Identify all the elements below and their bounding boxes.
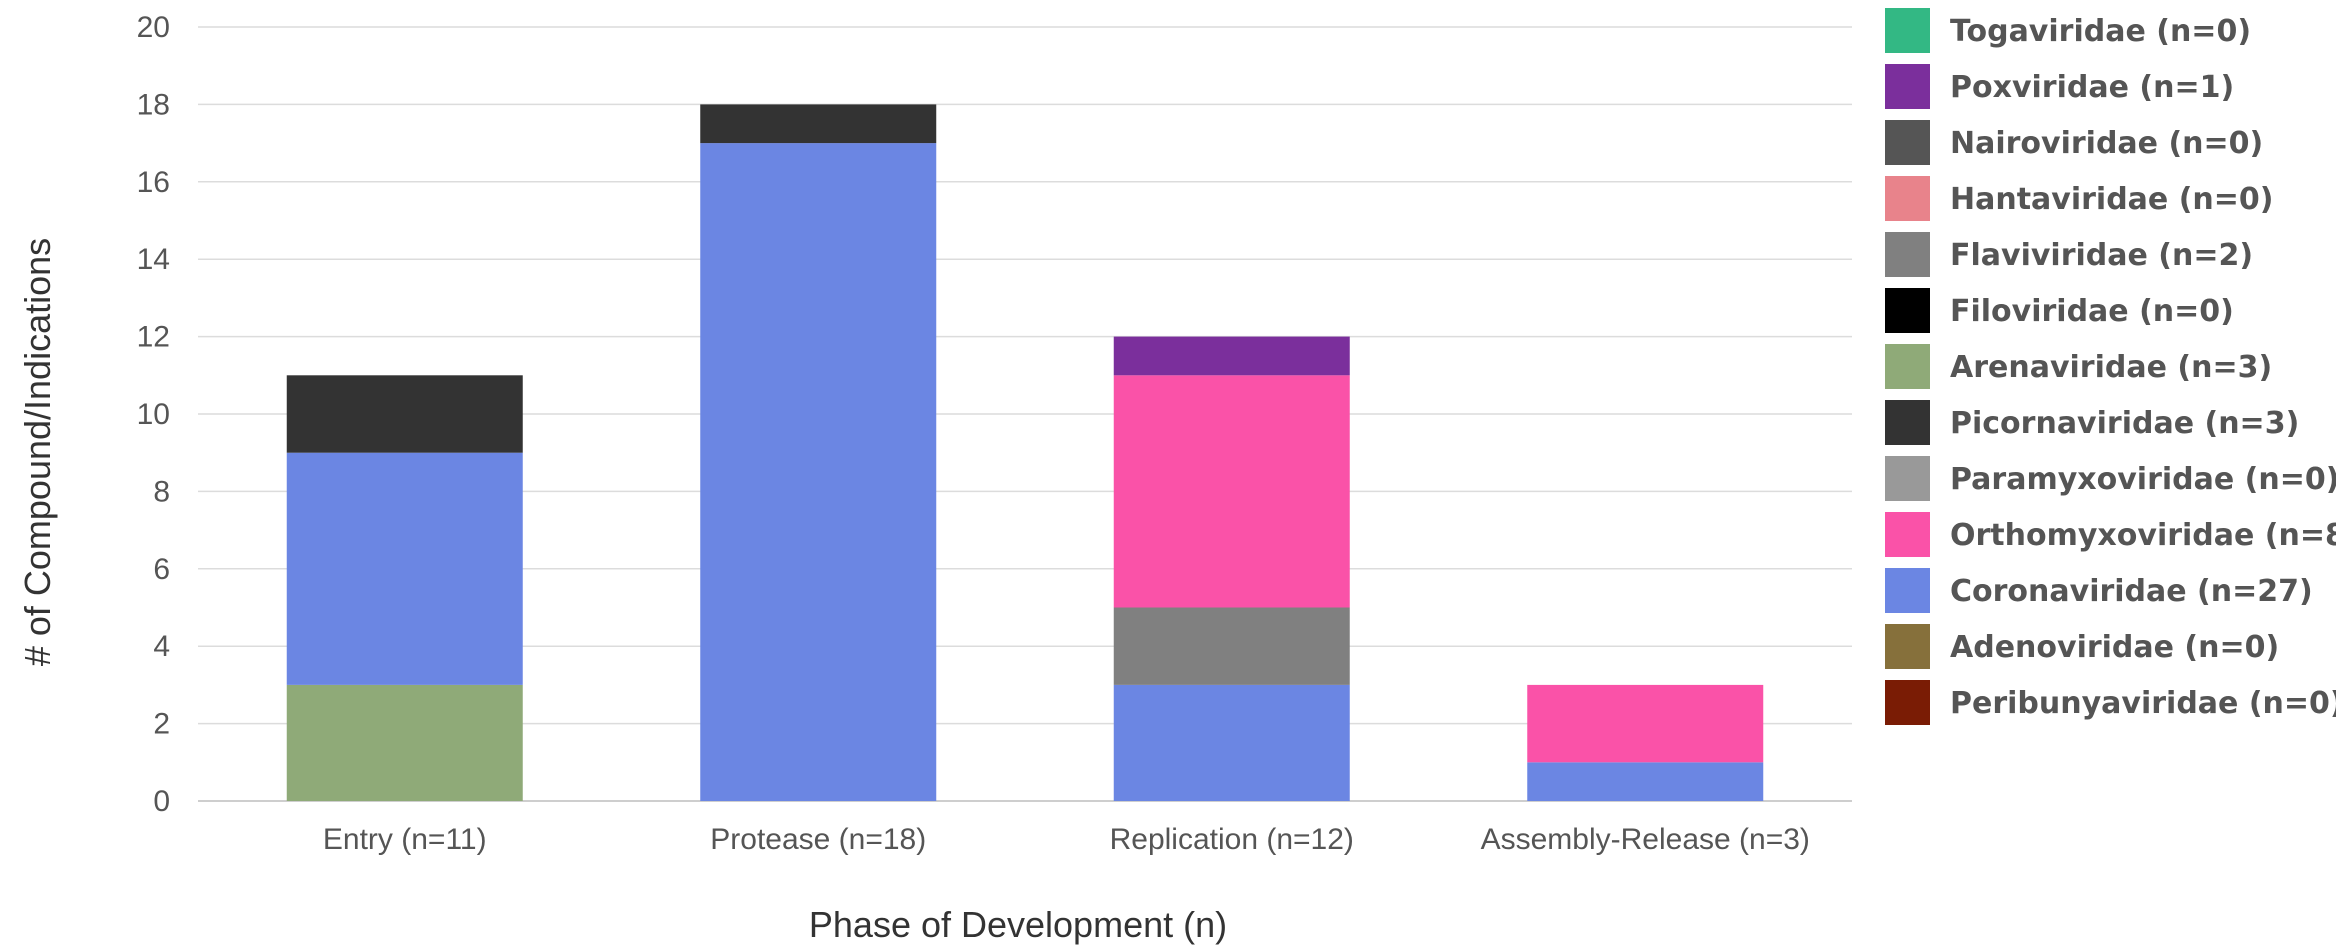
y-tick-label: 0: [153, 785, 170, 818]
legend-swatch-nairoviridae: [1885, 120, 1930, 165]
legend-label-hantaviridae: Hantaviridae (n=0): [1950, 182, 2274, 217]
bar-segment-orthomyxoviridae: [1527, 684, 1764, 763]
y-tick-label: 20: [137, 11, 170, 44]
legend-swatch-togaviridae: [1885, 8, 1930, 53]
y-tick-label: 4: [153, 630, 170, 663]
x-tick-label: Protease (n=18): [710, 823, 926, 856]
legend-swatch-peribunyaviridae: [1885, 680, 1930, 725]
legend-swatch-adenoviridae: [1885, 624, 1930, 669]
bar-segment-poxviridae: [1113, 336, 1350, 376]
y-tick-label: 6: [153, 553, 170, 586]
x-tick-label: Assembly-Release (n=3): [1481, 823, 1810, 856]
legend-swatch-poxviridae: [1885, 64, 1930, 109]
legend-label-filoviridae: Filoviridae (n=0): [1950, 294, 2234, 329]
legend-label-poxviridae: Poxviridae (n=1): [1950, 70, 2234, 105]
bar-segment-coronaviridae: [700, 143, 937, 802]
y-axis-ticks: 0 2 4 6 8 10 12 14 16 18 20: [137, 11, 170, 818]
bar-segment-coronaviridae: [1527, 762, 1764, 801]
y-tick-label: 2: [153, 708, 170, 741]
y-tick-label: 8: [153, 475, 170, 508]
legend-label-togaviridae: Togaviridae (n=0): [1950, 14, 2251, 49]
legend-swatch-paramyxoviridae: [1885, 456, 1930, 501]
y-tick-label: 14: [137, 243, 170, 276]
x-tick-label: Replication (n=12): [1110, 823, 1354, 856]
y-axis-title: # of Compound/Indications: [17, 238, 58, 666]
legend: Togaviridae (n=0) Poxviridae (n=1) Nairovi…: [1885, 8, 2336, 725]
y-tick-label: 10: [137, 398, 170, 431]
legend-swatch-picornaviridae: [1885, 400, 1930, 445]
bar-segment-orthomyxoviridae: [1113, 375, 1350, 608]
bar-segment-coronaviridae: [286, 452, 523, 685]
bar-segment-arenaviridae: [286, 684, 523, 801]
legend-swatch-arenaviridae: [1885, 344, 1930, 389]
x-axis-title: Phase of Development (n): [809, 904, 1227, 945]
legend-swatch-flaviviridae: [1885, 232, 1930, 277]
x-tick-label: Entry (n=11): [323, 823, 487, 856]
y-tick-label: 16: [137, 166, 170, 199]
legend-label-peribunyaviridae: Peribunyaviridae (n=0): [1950, 686, 2336, 721]
bar-segment-picornaviridae: [700, 104, 937, 144]
legend-swatch-filoviridae: [1885, 288, 1930, 333]
bar-segment-flaviviridae: [1113, 607, 1350, 685]
legend-label-coronaviridae: Coronaviridae (n=27): [1950, 574, 2313, 609]
legend-label-arenaviridae: Arenaviridae (n=3): [1950, 350, 2272, 385]
legend-label-orthomyxoviridae: Orthomyxoviridae (n=8): [1950, 518, 2336, 553]
legend-label-adenoviridae: Adenoviridae (n=0): [1950, 630, 2279, 665]
legend-label-nairoviridae: Nairoviridae (n=0): [1950, 126, 2263, 161]
y-tick-label: 18: [137, 88, 170, 121]
legend-label-paramyxoviridae: Paramyxoviridae (n=0): [1950, 462, 2336, 497]
legend-swatch-coronaviridae: [1885, 568, 1930, 613]
y-tick-label: 12: [137, 321, 170, 354]
legend-swatch-hantaviridae: [1885, 176, 1930, 221]
bar-segment-coronaviridae: [1113, 684, 1350, 801]
x-axis-ticks: Entry (n=11) Protease (n=18) Replication (…: [323, 823, 1810, 856]
bar-segment-picornaviridae: [286, 375, 523, 453]
legend-swatch-orthomyxoviridae: [1885, 512, 1930, 557]
bars: [286, 104, 1764, 802]
legend-label-picornaviridae: Picornaviridae (n=3): [1950, 406, 2299, 441]
legend-label-flaviviridae: Flaviviridae (n=2): [1950, 238, 2253, 273]
